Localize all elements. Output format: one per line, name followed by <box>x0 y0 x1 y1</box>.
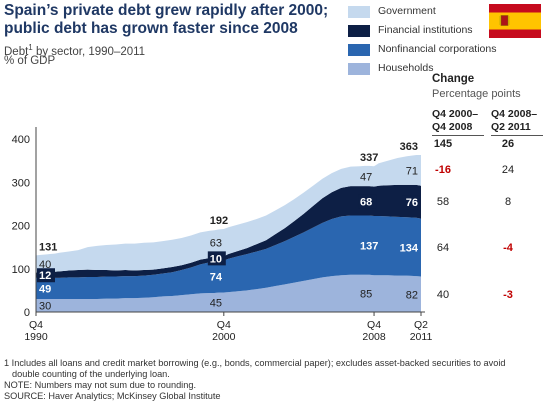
footnote-1-continued: double counting of the underlying loan. <box>12 369 170 379</box>
x-tick-label-2000-quarter: Q4 <box>217 319 231 331</box>
area-households <box>36 274 421 312</box>
data-label-government-2011-25: 71 <box>406 165 418 177</box>
chart-unit: % of GDP <box>4 55 56 67</box>
change-col1-header-line1: Q4 2000– <box>432 108 479 120</box>
x-tick-label-2000-year: 2000 <box>212 331 236 343</box>
change-households-col2: -3 <box>503 289 513 301</box>
label-box-nonfinancial-1990-75 <box>37 281 55 296</box>
change-nonfinancial-col2: -4 <box>503 242 513 254</box>
area-financial-institutions <box>36 184 421 278</box>
data-label-total-2000-75: 192 <box>210 215 228 227</box>
legend-label-households: Households <box>378 62 434 74</box>
y-tick-label-300: 300 <box>12 177 30 189</box>
title-line-2: public debt has grown faster since 2008 <box>4 20 298 37</box>
legend-label-financial: Financial institutions <box>378 24 473 36</box>
data-label-households-2008-75: 85 <box>360 289 372 301</box>
footnote-source: SOURCE: Haver Analytics; McKinsey Global… <box>4 391 221 401</box>
change-total-col2: 26 <box>501 138 515 150</box>
area-government <box>36 155 421 273</box>
data-label-nonfinancial-1990-75: 49 <box>39 283 51 295</box>
change-col1-rule <box>432 135 484 136</box>
label-box-financial-2008-75 <box>358 194 377 209</box>
change-col2-header-line2: Q2 2011 <box>491 121 531 133</box>
data-label-nonfinancial-2000-75: 74 <box>210 272 223 284</box>
x-tick-label-2011-quarter: Q2 <box>414 319 428 331</box>
change-col2-header-line1: Q4 2008– <box>491 108 538 120</box>
label-box-financial-2011-25 <box>402 195 420 210</box>
legend-swatch-households <box>348 63 370 75</box>
legend-label-government: Government <box>378 5 436 17</box>
legend-label-nonfinancial: Nonfinancial corporations <box>378 43 497 55</box>
label-box-nonfinancial-2011-25 <box>395 240 420 255</box>
change-government-col2: 8 <box>504 196 512 208</box>
y-tick-label-100: 100 <box>12 264 30 276</box>
y-tick-label-0: 0 <box>24 307 30 319</box>
y-tick-label-200: 200 <box>12 221 30 233</box>
label-box-nonfinancial-2008-75 <box>358 238 384 253</box>
subtitle-main: Debt <box>4 45 29 58</box>
change-government-col1: 58 <box>436 196 450 208</box>
data-label-total-1990-75: 131 <box>39 241 57 253</box>
data-label-financial-1990-75: 12 <box>39 270 51 282</box>
label-box-nonfinancial-2000-75 <box>207 269 226 284</box>
data-label-government-1990-75: 40 <box>39 259 51 271</box>
data-label-nonfinancial-2008-75: 137 <box>360 241 378 253</box>
change-financial-col2: 24 <box>501 164 515 176</box>
data-label-households-2000-75: 45 <box>210 297 222 309</box>
footnote-1: 1 Includes all loans and credit market b… <box>4 358 506 368</box>
chart-title: Spain’s private debt grew rapidly after … <box>4 2 344 38</box>
change-col1-header-line2: Q4 2008 <box>432 121 473 133</box>
data-label-nonfinancial-2011-25: 134 <box>400 243 419 255</box>
x-tick-label-2008-year: 2008 <box>362 331 386 343</box>
data-label-total-2011-25: 363 <box>400 141 418 153</box>
x-tick-label-2011-year: 2011 <box>410 331 433 343</box>
data-label-total-2008-75: 337 <box>360 152 378 164</box>
change-col2-rule <box>491 135 543 136</box>
legend-swatch-nonfinancial <box>348 44 370 56</box>
change-table-heading: Change <box>432 73 475 85</box>
title-line-1: Spain’s private debt grew rapidly after … <box>4 2 329 19</box>
spain-flag-icon <box>489 4 541 38</box>
data-label-households-2011-25: 82 <box>406 289 418 301</box>
data-label-financial-2008-75: 68 <box>360 196 372 208</box>
legend-swatch-government <box>348 6 370 18</box>
label-box-financial-2000-75 <box>207 251 226 266</box>
data-label-government-2000-75: 63 <box>210 238 222 250</box>
label-box-financial-1990-75 <box>37 268 55 283</box>
data-label-financial-2011-25: 76 <box>406 197 418 209</box>
change-col1-header: Q4 2000– Q4 2008 <box>432 108 478 134</box>
change-financial-col1: -16 <box>435 164 451 176</box>
change-households-col1: 40 <box>436 289 450 301</box>
footnote-note: NOTE: Numbers may not sum due to roundin… <box>4 380 196 390</box>
y-tick-label-400: 400 <box>12 134 30 146</box>
legend-swatch-financial <box>348 25 370 37</box>
chart-subtitle: Debt1 by sector, 1990–2011 <box>4 41 145 59</box>
change-total-col1: 145 <box>433 138 453 150</box>
change-col2-header: Q4 2008– Q2 2011 <box>491 108 537 134</box>
data-label-financial-2000-75: 10 <box>210 253 222 265</box>
x-tick-label-1990-quarter: Q4 <box>29 319 43 331</box>
data-label-government-2008-75: 47 <box>360 171 372 183</box>
data-label-households-1990-75: 30 <box>39 301 51 313</box>
area-nonfinancial-corporations <box>36 215 421 300</box>
change-nonfinancial-col1: 64 <box>436 242 450 254</box>
change-table-subheading: Percentage points <box>432 88 521 100</box>
subtitle-rest: by sector, 1990–2011 <box>32 45 146 58</box>
x-tick-label-1990-year: 1990 <box>24 331 48 343</box>
subtitle-footnote-mark: 1 <box>28 43 33 52</box>
x-tick-label-2008-quarter: Q4 <box>367 319 381 331</box>
